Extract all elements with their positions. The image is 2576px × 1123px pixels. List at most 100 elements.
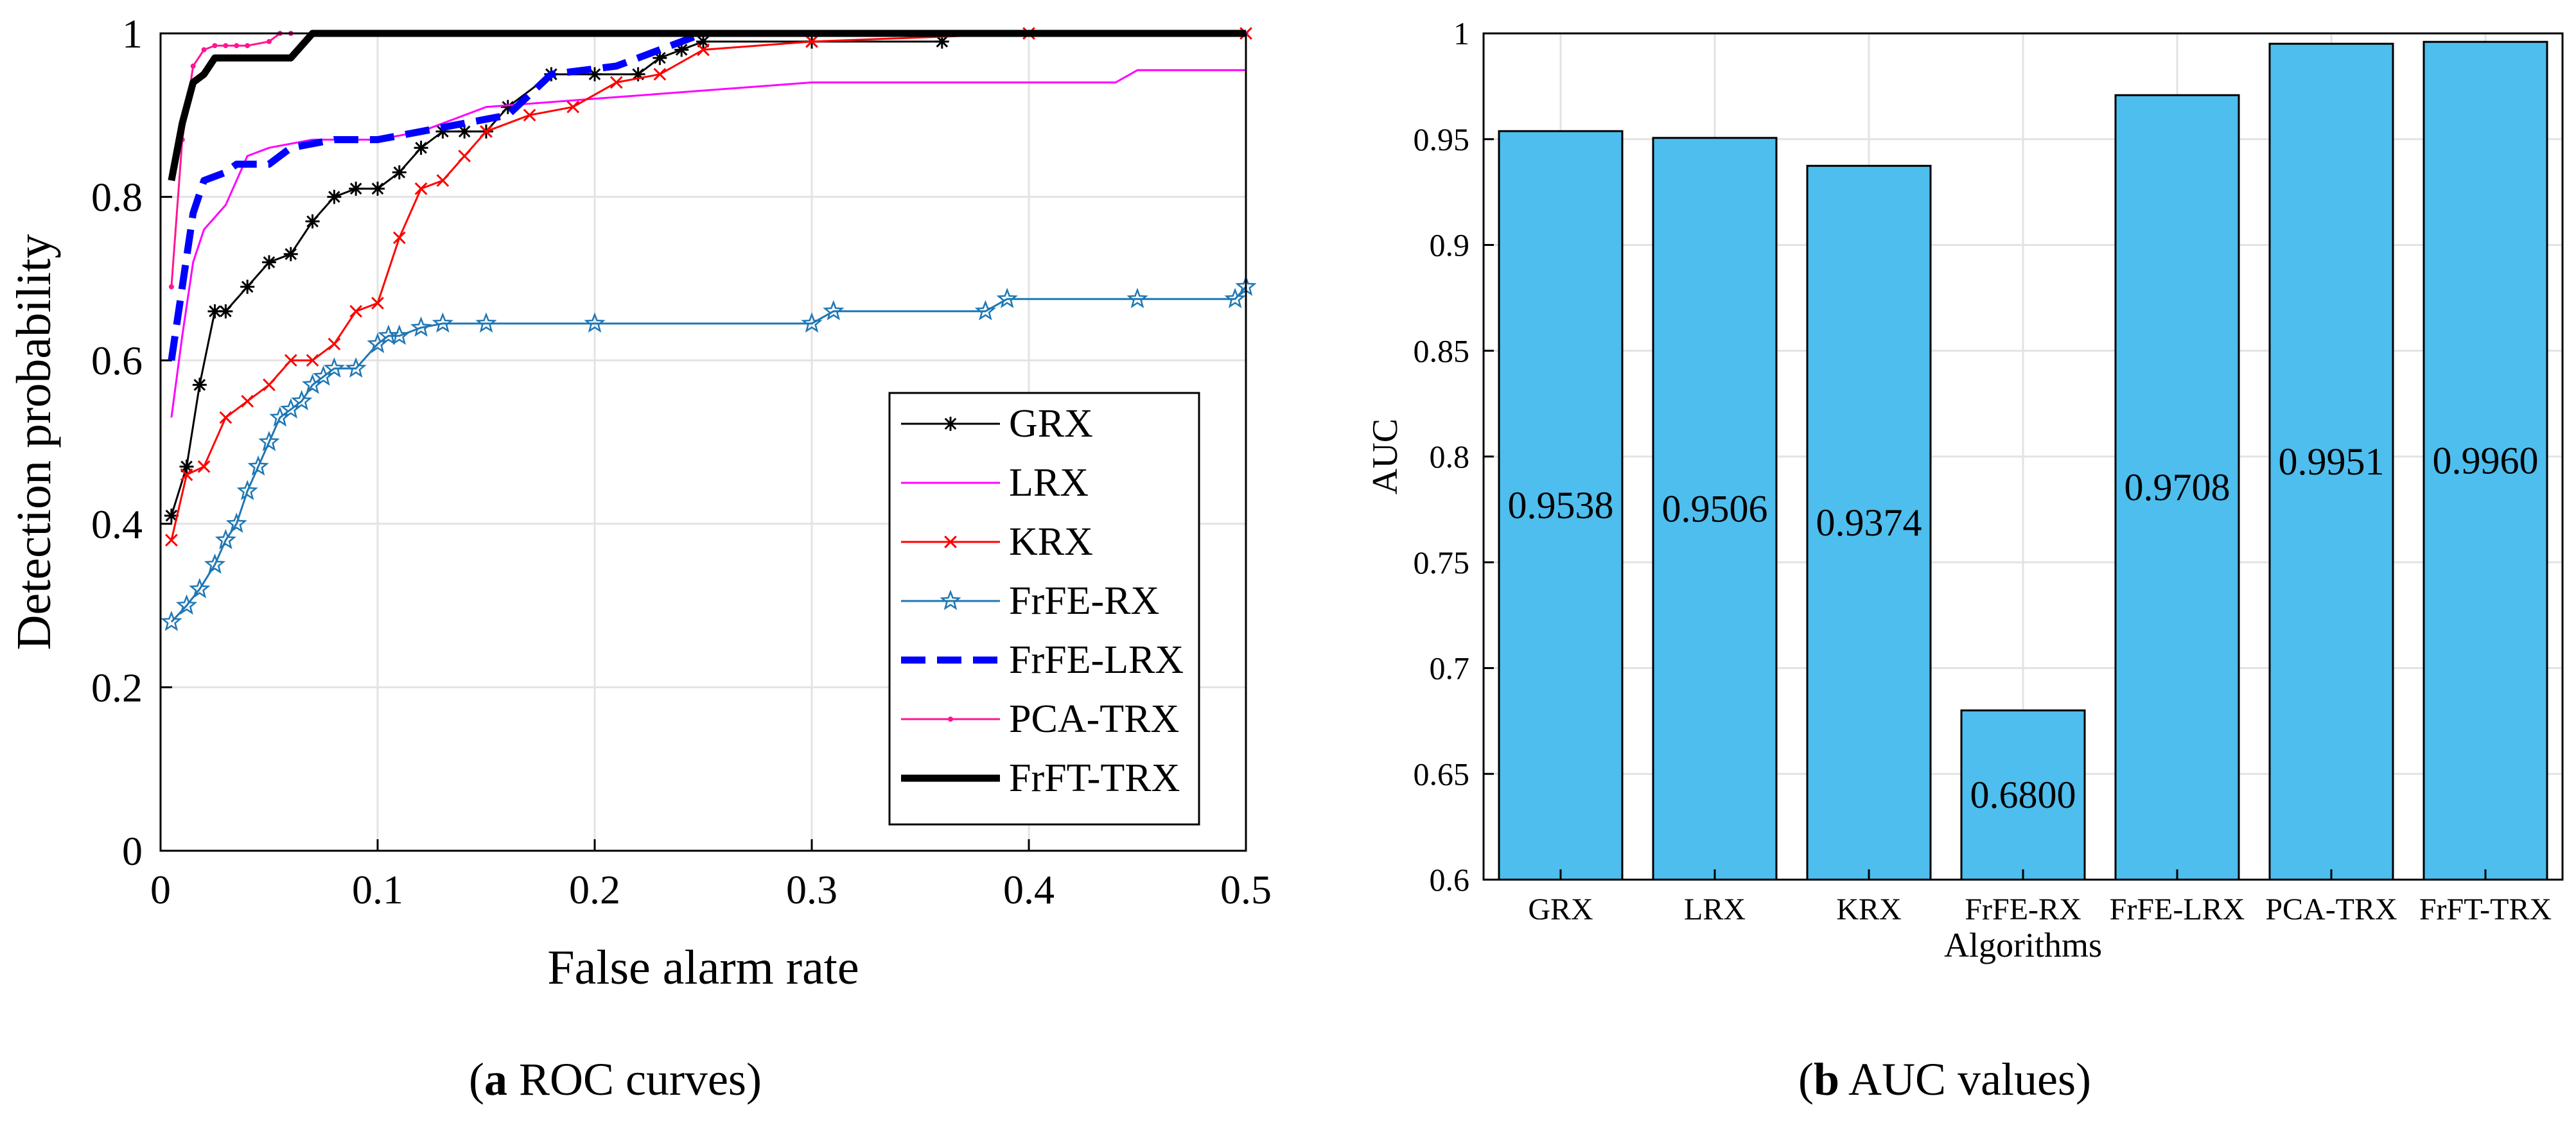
auc-category-label-grx: GRX bbox=[1528, 892, 1593, 927]
roc-point-grx bbox=[371, 181, 385, 196]
roc-point-grx bbox=[164, 509, 179, 523]
roc-point-frfe-rx bbox=[323, 357, 346, 378]
roc-point-grx bbox=[500, 100, 515, 114]
roc-ytick-label: 0.8 bbox=[91, 175, 143, 220]
roc-point-krx bbox=[458, 150, 471, 162]
roc-point-pca-trx bbox=[168, 284, 174, 290]
roc-point-krx bbox=[284, 354, 297, 367]
roc-xtick-label: 0.3 bbox=[786, 867, 837, 912]
roc-point-frfe-rx bbox=[204, 553, 226, 574]
auc-value-label-frft-trx: 0.9960 bbox=[2433, 440, 2539, 482]
roc-ytick-label: 0.6 bbox=[91, 338, 143, 383]
auc-xlabel: Algorithms bbox=[1944, 926, 2102, 964]
legend-marker-grx bbox=[943, 417, 958, 431]
roc-point-krx bbox=[241, 394, 254, 408]
legend-marker-krx bbox=[944, 535, 957, 548]
auc-chart: 0.6 0.65 0.7 0.75 0.8 0.85 0.9 0.95 1 0.9538 GRX 0.… bbox=[1365, 15, 2564, 964]
roc-point-frfe-rx bbox=[236, 480, 258, 501]
auc-ytick-label: 0.9 bbox=[1430, 227, 1470, 263]
auc-category-label-frfe-rx: FrFE-RX bbox=[1965, 892, 2081, 927]
roc-point-krx bbox=[697, 43, 710, 57]
caption-b: (b AUC values) bbox=[1798, 1054, 2091, 1105]
auc-ylabel: AUC bbox=[1365, 419, 1405, 494]
roc-point-frfe-rx bbox=[475, 312, 497, 333]
auc-category-label-krx: KRX bbox=[1836, 892, 1901, 927]
caption-a-letter: a bbox=[484, 1054, 507, 1105]
roc-point-pca-trx bbox=[201, 47, 207, 53]
legend-label-frfe-rx: FrFE-RX bbox=[1009, 579, 1159, 623]
auc-ytick-label: 0.85 bbox=[1414, 333, 1470, 369]
auc-ytick-label: 1 bbox=[1453, 15, 1469, 51]
legend-label-lrx: LRX bbox=[1009, 461, 1089, 505]
roc-xlabel: False alarm rate bbox=[547, 941, 859, 995]
roc-point-krx bbox=[480, 125, 493, 138]
roc-point-frfe-rx bbox=[996, 288, 1018, 308]
roc-line-frft-trx bbox=[168, 30, 1246, 182]
roc-point-krx bbox=[523, 109, 536, 122]
roc-point-grx bbox=[435, 124, 450, 139]
auc-category-label-frfe-lrx: FrFE-LRX bbox=[2110, 892, 2245, 927]
roc-point-grx bbox=[305, 214, 320, 229]
auc-ytick-label: 0.65 bbox=[1414, 756, 1470, 792]
auc-ytick-label: 0.8 bbox=[1430, 439, 1470, 474]
roc-series-group bbox=[161, 27, 1257, 631]
roc-point-frfe-rx bbox=[432, 312, 454, 333]
legend-label-frfe-lrx: FrFE-LRX bbox=[1009, 638, 1184, 682]
roc-point-frfe-rx bbox=[225, 512, 247, 533]
roc-point-pca-trx bbox=[190, 63, 196, 69]
legend-label-frft-trx: FrFT-TRX bbox=[1009, 756, 1180, 800]
roc-point-grx bbox=[207, 304, 222, 318]
roc-point-krx bbox=[306, 354, 319, 367]
legend-label-krx: KRX bbox=[1009, 520, 1093, 564]
auc-ytick-label: 0.6 bbox=[1430, 862, 1470, 898]
auc-value-label-pca-trx: 0.9951 bbox=[2279, 440, 2385, 483]
roc-xtick-label: 0 bbox=[150, 867, 171, 912]
roc-point-pca-trx bbox=[212, 43, 218, 49]
roc-point-frfe-rx bbox=[1224, 288, 1246, 308]
roc-line-frfe-rx bbox=[170, 286, 1247, 623]
roc-point-krx bbox=[414, 182, 428, 195]
roc-legend-box bbox=[888, 392, 1200, 826]
roc-xtick-label: 0.1 bbox=[352, 867, 403, 912]
roc-point-grx bbox=[327, 189, 342, 204]
roc-point-grx bbox=[179, 459, 194, 474]
auc-value-label-lrx: 0.9506 bbox=[1662, 487, 1768, 530]
roc-point-krx bbox=[805, 35, 818, 48]
auc-category-label-pca-trx: PCA-TRX bbox=[2265, 892, 2397, 927]
roc-point-krx bbox=[392, 231, 406, 245]
caption-a-text: ROC curves bbox=[507, 1054, 746, 1105]
roc-ytick-label: 1 bbox=[122, 11, 143, 57]
roc-point-grx bbox=[653, 51, 667, 65]
roc-point-frfe-rx bbox=[175, 594, 198, 615]
roc-point-grx bbox=[240, 279, 255, 294]
roc-point-grx bbox=[457, 124, 472, 139]
auc-ytick-label: 0.7 bbox=[1430, 650, 1470, 686]
roc-point-frfe-rx bbox=[345, 357, 367, 378]
roc-point-grx bbox=[283, 247, 298, 261]
auc-value-label-frfe-rx: 0.6800 bbox=[1970, 774, 2076, 816]
roc-point-krx bbox=[219, 411, 232, 424]
auc-ytick-label: 0.95 bbox=[1414, 121, 1470, 157]
roc-point-krx bbox=[180, 468, 193, 482]
roc-point-grx bbox=[696, 34, 710, 49]
roc-point-krx bbox=[328, 337, 341, 351]
roc-point-krx bbox=[609, 76, 623, 89]
legend-label-grx: GRX bbox=[1009, 402, 1093, 446]
roc-xtick-label: 0.2 bbox=[569, 867, 620, 912]
roc-point-krx bbox=[653, 67, 667, 81]
roc-point-frfe-rx bbox=[801, 312, 823, 333]
roc-ytick-label: 0.4 bbox=[91, 501, 143, 547]
roc-point-grx bbox=[218, 304, 233, 318]
caption-b-text: AUC values bbox=[1839, 1054, 2076, 1105]
auc-bar-lrx bbox=[1652, 137, 1778, 881]
roc-point-krx bbox=[349, 304, 363, 318]
roc-xtick-label: 0.4 bbox=[1003, 867, 1055, 912]
roc-point-krx bbox=[263, 378, 276, 392]
legend-marker-frfe-rx bbox=[940, 589, 961, 611]
roc-point-grx bbox=[262, 255, 276, 270]
caption-a: (a ROC curves) bbox=[469, 1054, 762, 1105]
auc-bar-frft-trx bbox=[2423, 40, 2548, 881]
auc-bar-krx bbox=[1806, 164, 1932, 881]
roc-point-krx bbox=[197, 460, 211, 473]
